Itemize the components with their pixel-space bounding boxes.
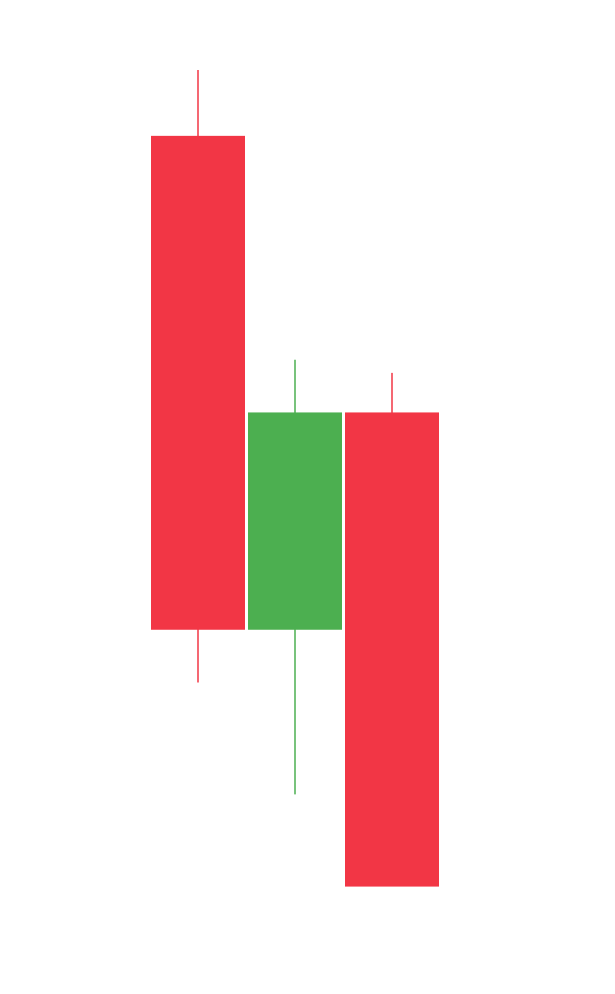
candles-group [151, 70, 439, 887]
candle-2-body [248, 412, 342, 630]
candle-3-body [345, 412, 439, 887]
candle-1-body [151, 135, 245, 630]
